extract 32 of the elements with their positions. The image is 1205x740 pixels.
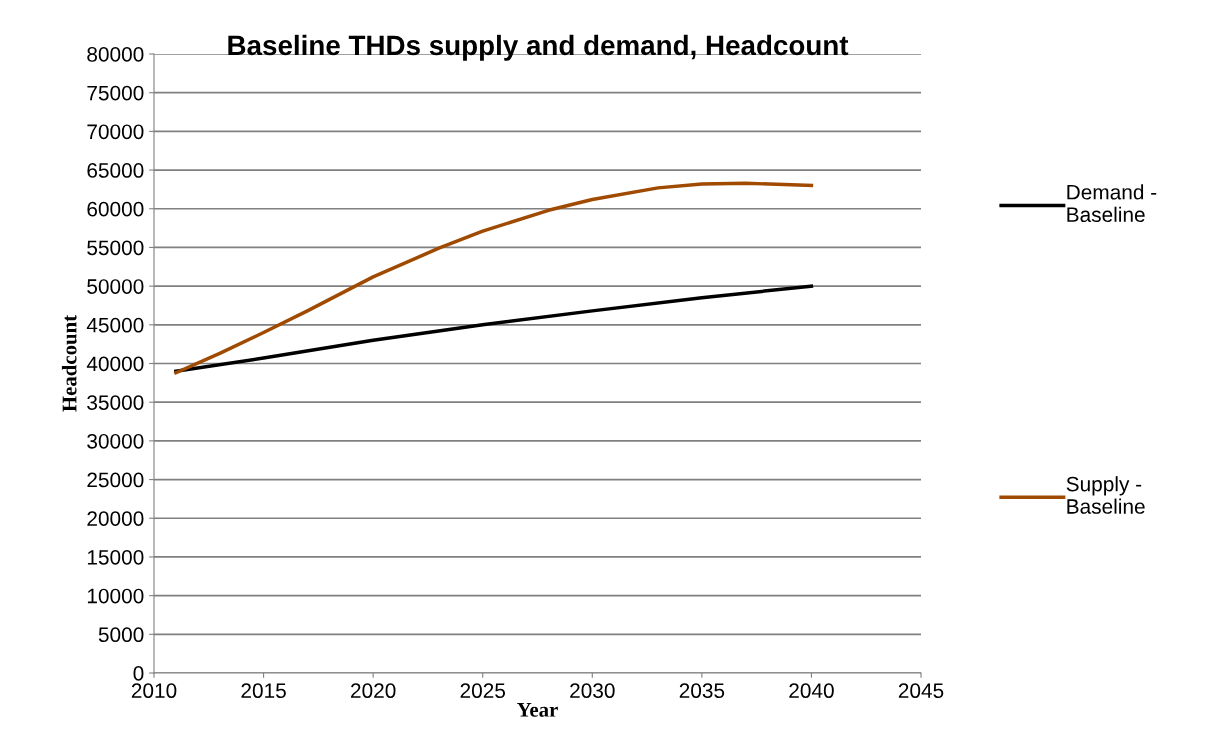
x-tick-label: 2030 xyxy=(570,683,615,699)
y-tick-label: 10000 xyxy=(87,588,144,604)
y-tick-label: 55000 xyxy=(87,240,144,256)
y-tick-label: 15000 xyxy=(87,549,144,565)
y-tick-label: 20000 xyxy=(87,511,144,526)
x-tick-label: 2010 xyxy=(131,683,177,699)
x-tick-label: 2040 xyxy=(789,683,834,699)
y-tick-label: 50000 xyxy=(87,279,144,294)
y-tick-label: 75000 xyxy=(87,85,144,101)
chart-title: Baseline THDs supply and demand, Headcount xyxy=(228,34,849,61)
y-tick-label: 5000 xyxy=(98,627,144,643)
y-tick-label: 35000 xyxy=(87,395,144,410)
x-tick-label: 2045 xyxy=(898,683,944,699)
line-series xyxy=(174,181,814,375)
y-tick-label: 30000 xyxy=(87,433,144,449)
y-tick-label: 70000 xyxy=(87,124,144,140)
y-axis-title: Headcount xyxy=(61,314,77,412)
y-tick-label: 45000 xyxy=(86,317,144,333)
legend-label: Demand - Baseline xyxy=(1067,184,1157,222)
x-axis-title: Year xyxy=(517,702,558,717)
y-tick-label: 25000 xyxy=(87,472,144,488)
x-tick-label: 2015 xyxy=(241,683,286,699)
line-series xyxy=(174,284,814,373)
legend-label: Supply - Baseline xyxy=(1066,476,1145,514)
y-tick-label: 0 xyxy=(133,666,144,681)
x-tick-label: 2025 xyxy=(460,683,506,699)
y-tick-label: 60000 xyxy=(87,201,144,217)
x-tick-label: 2020 xyxy=(351,683,396,699)
y-tick-label: 80000 xyxy=(87,47,144,62)
y-tick-label: 65000 xyxy=(87,163,144,178)
x-tick-label: 2035 xyxy=(679,683,725,699)
y-tick-label: 40000 xyxy=(86,356,144,372)
